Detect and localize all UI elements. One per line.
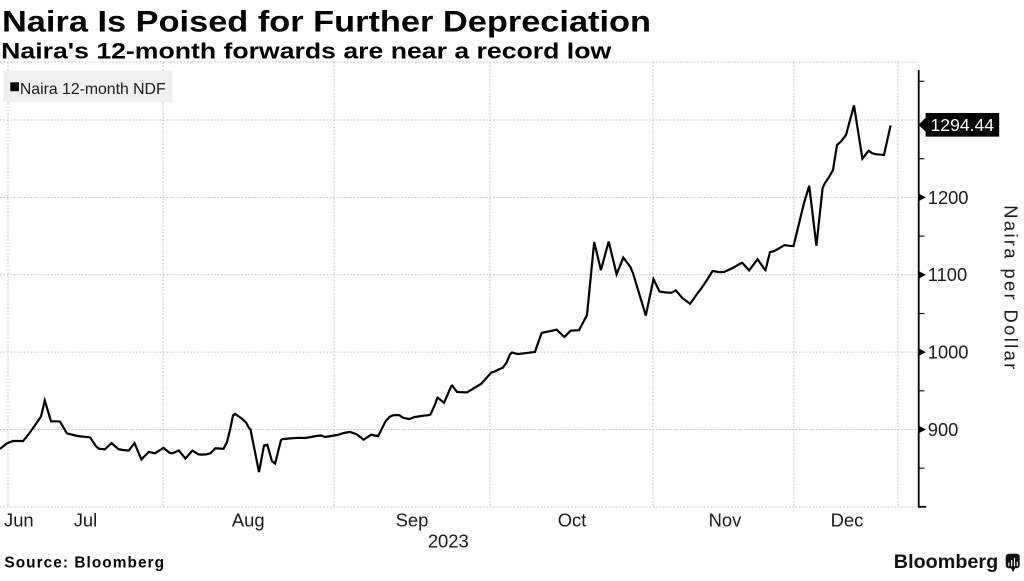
svg-text:1100: 1100 [928,264,967,285]
svg-text:Jul: Jul [74,509,98,530]
svg-text:2023: 2023 [428,531,469,552]
svg-text:Source: Bloomberg: Source: Bloomberg [4,555,165,572]
svg-text:Naira's 12-month forwards are: Naira's 12-month forwards are near a rec… [1,39,612,64]
svg-text:Naira per Dollar: Naira per Dollar [1001,205,1022,371]
svg-text:Oct: Oct [558,509,587,530]
svg-text:1200: 1200 [928,187,969,208]
svg-text:Naira 12-month NDF: Naira 12-month NDF [20,81,166,98]
svg-text:1294.44: 1294.44 [931,115,995,135]
svg-text:Jun: Jun [4,509,34,530]
svg-text:Sep: Sep [396,509,429,530]
svg-text:Nov: Nov [709,509,743,530]
svg-text:Bloomberg: Bloomberg [894,551,998,573]
svg-text:Dec: Dec [831,509,864,530]
svg-text:1000: 1000 [928,342,969,363]
svg-text:Aug: Aug [232,509,265,530]
svg-text:900: 900 [928,419,959,440]
svg-text:Naira Is Poised for Further De: Naira Is Poised for Further Depreciation [2,5,651,38]
